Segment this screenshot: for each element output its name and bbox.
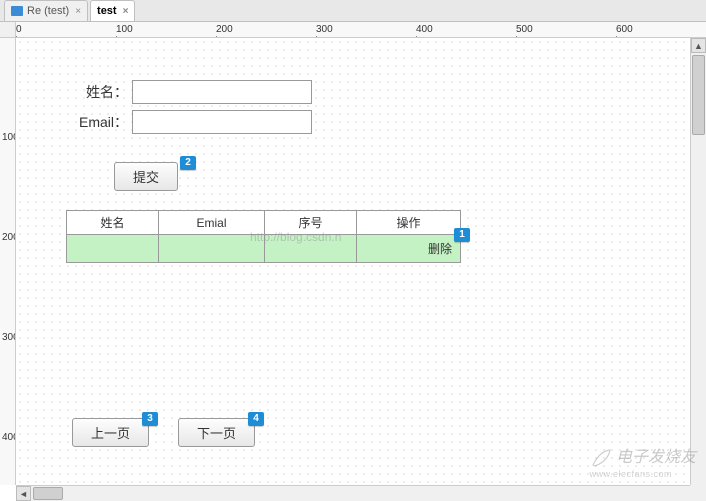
submit-button[interactable]: 提交 (114, 162, 178, 191)
form-row-email: Email： (60, 110, 312, 134)
badge-next: 4 (248, 412, 264, 426)
badge-prev: 3 (142, 412, 158, 426)
scroll-corner (690, 485, 706, 501)
tab-bar: Re (test) × test × (0, 0, 706, 22)
ruler-tick: 600 (616, 24, 633, 35)
col-name: 姓名 (67, 211, 159, 235)
tab-label: test (97, 5, 117, 17)
button-label: 下一页 (197, 426, 236, 441)
cell-name (67, 235, 159, 263)
ruler-tick: 400 (416, 24, 433, 35)
ruler-vertical: 100 200 300 400 (0, 38, 16, 485)
email-input[interactable] (132, 110, 312, 134)
scroll-up-icon[interactable]: ▲ (691, 38, 706, 53)
form-row-name: 姓名： (74, 80, 312, 104)
logo-url: www.elecfans.com (590, 469, 696, 479)
ruler-tick: 100 (116, 24, 133, 35)
ruler-tick: 200 (2, 232, 16, 243)
ruler-tick: 100 (2, 132, 16, 143)
badge-table: 1 (454, 228, 470, 242)
leaf-icon (590, 447, 612, 469)
ruler-horizontal: 0 100 200 300 400 500 600 (16, 22, 706, 38)
next-button[interactable]: 下一页 (178, 418, 255, 447)
close-icon[interactable]: × (75, 6, 81, 17)
scroll-thumb[interactable] (33, 487, 63, 500)
scroll-left-icon[interactable]: ◄ (16, 486, 31, 501)
email-label: Email： (60, 112, 128, 132)
close-icon[interactable]: × (123, 6, 129, 17)
window-icon (11, 6, 23, 16)
scrollbar-horizontal[interactable]: ◄ (16, 485, 690, 501)
design-canvas[interactable]: 姓名： Email： 提交 2 姓名 Emial 序号 操作 删除 1 http… (16, 38, 690, 485)
button-label: 提交 (133, 170, 159, 185)
ruler-tick: 300 (2, 332, 16, 343)
watermark-blog: http://blog.csdn.n (250, 230, 341, 244)
col-action: 操作 (357, 211, 461, 235)
ruler-tick: 0 (16, 24, 22, 35)
button-label: 上一页 (91, 426, 130, 441)
cell-email (159, 235, 265, 263)
delete-link[interactable]: 删除 (428, 242, 452, 256)
tab-re-test[interactable]: Re (test) × (4, 0, 88, 21)
cell-action[interactable]: 删除 (357, 235, 461, 263)
col-email: Emial (159, 211, 265, 235)
name-input[interactable] (132, 80, 312, 104)
name-label: 姓名： (74, 82, 128, 102)
watermark-logo: 电子发烧友 www.elecfans.com (590, 443, 696, 479)
ruler-tick: 400 (2, 432, 16, 443)
ruler-tick: 500 (516, 24, 533, 35)
tab-test[interactable]: test × (90, 0, 135, 21)
scroll-thumb[interactable] (692, 55, 705, 135)
prev-button[interactable]: 上一页 (72, 418, 149, 447)
ruler-corner (0, 22, 16, 38)
badge-submit: 2 (180, 156, 196, 170)
logo-text: 电子发烧友 (616, 449, 696, 466)
tab-label: Re (test) (27, 5, 69, 17)
ruler-tick: 300 (316, 24, 333, 35)
ruler-tick: 200 (216, 24, 233, 35)
scrollbar-vertical[interactable]: ▲ (690, 38, 706, 485)
